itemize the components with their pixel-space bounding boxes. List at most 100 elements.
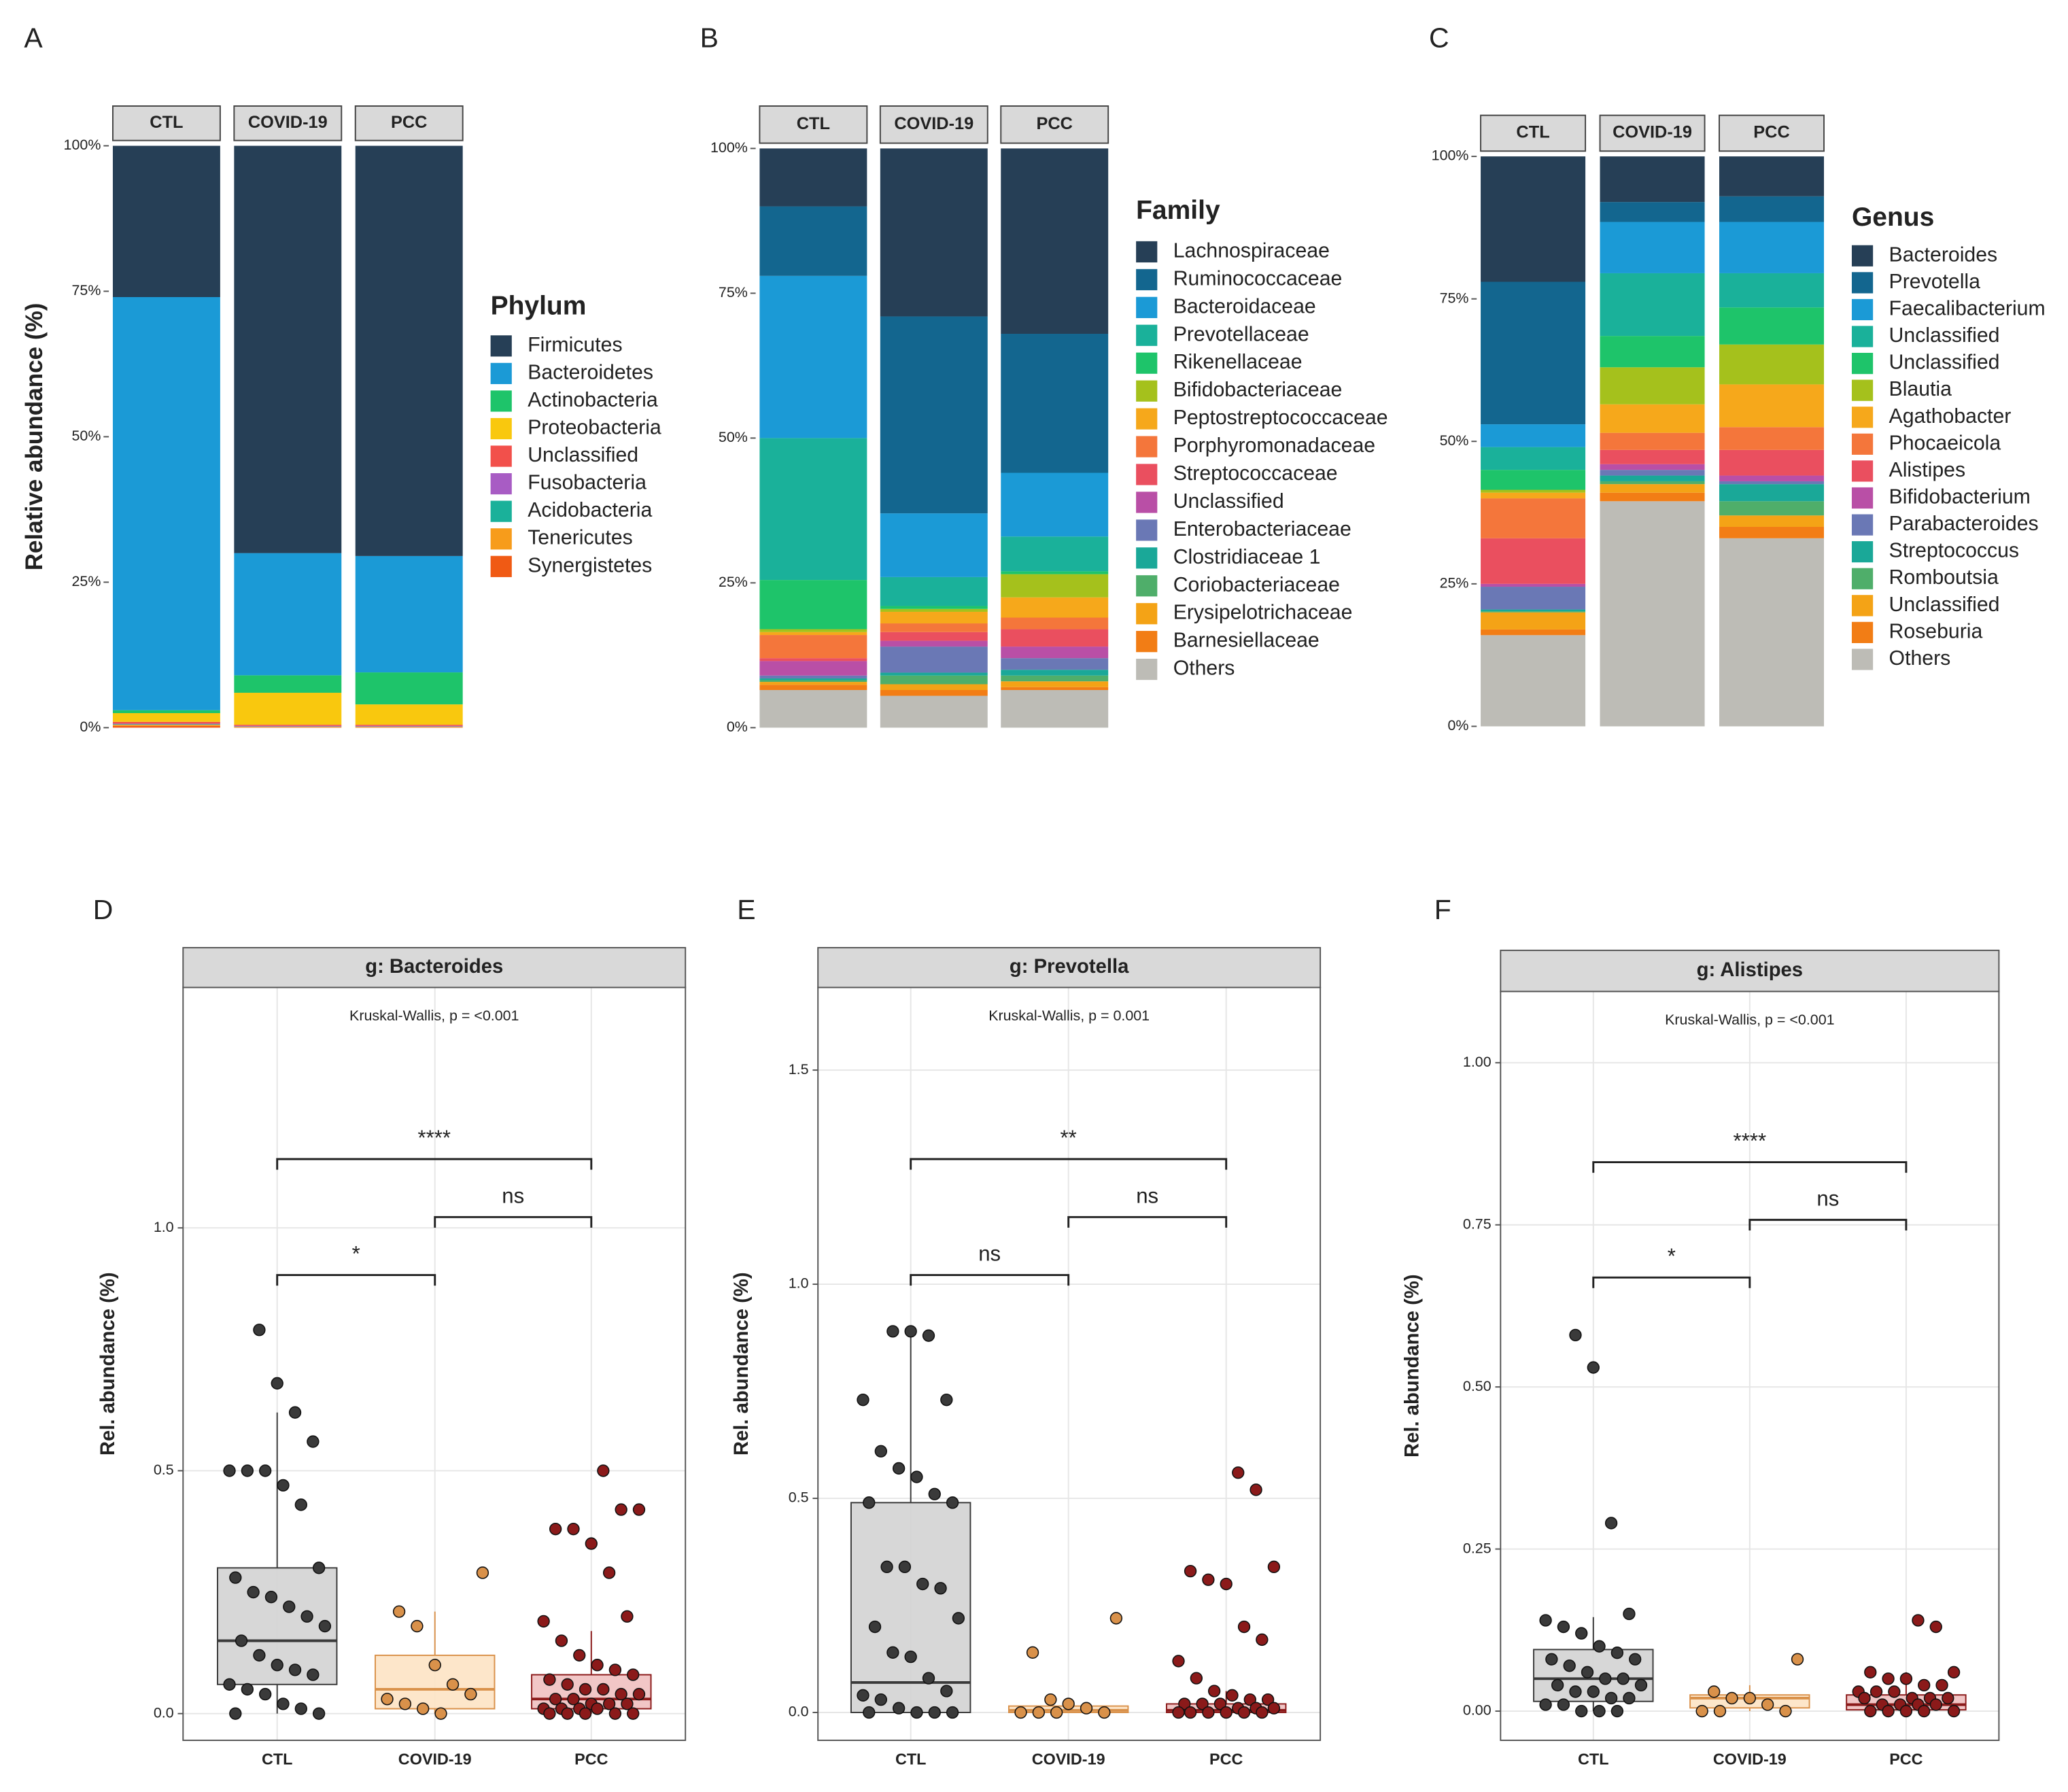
data-point: [1256, 1633, 1269, 1647]
bar-segment: [1001, 617, 1109, 630]
legend-label: Ruminococcaceae: [1173, 267, 1343, 290]
data-point: [1604, 1691, 1618, 1705]
data-point: [1899, 1704, 1913, 1718]
bar-segment: [880, 695, 988, 728]
data-point: [946, 1496, 959, 1509]
facet-title: g: Prevotella: [1010, 956, 1129, 978]
data-point: [1202, 1706, 1215, 1719]
data-point: [940, 1393, 953, 1407]
data-point: [549, 1523, 562, 1536]
legend-label: Actinobacteria: [528, 389, 658, 411]
bar-segment: [1719, 196, 1825, 222]
bar-segment: [1600, 470, 1705, 476]
legend-swatch: [1851, 245, 1874, 266]
legend-label: Porphyromonadaceae: [1173, 434, 1375, 457]
data-point: [1935, 1678, 1948, 1692]
data-point: [476, 1566, 489, 1579]
legend-swatch: [1136, 296, 1158, 318]
facet-label: PCC: [1753, 123, 1789, 142]
x-tick-label: PCC: [1889, 1750, 1923, 1768]
data-point: [857, 1393, 869, 1407]
data-point: [886, 1646, 899, 1659]
significance-label: *: [352, 1242, 360, 1266]
significance-bracket: [910, 1158, 1228, 1170]
data-point: [602, 1566, 616, 1579]
data-point: [253, 1649, 266, 1662]
facet-label: CTL: [797, 114, 830, 133]
bar-segment: [1001, 690, 1109, 728]
bar-segment: [1719, 538, 1825, 727]
bar-segment: [759, 580, 867, 630]
data-point: [283, 1600, 296, 1613]
panel-label: A: [24, 22, 43, 53]
data-point: [259, 1687, 272, 1701]
data-point: [543, 1707, 556, 1720]
legend-label: Bifidobacterium: [1889, 485, 2031, 508]
bar-segment: [1001, 597, 1109, 618]
data-point: [1207, 1685, 1221, 1698]
legend-swatch: [490, 362, 512, 385]
bar-segment: [1481, 612, 1586, 630]
bar-segment: [759, 206, 867, 276]
significance-bracket: [1592, 1276, 1751, 1288]
data-point: [417, 1702, 430, 1715]
facet-title: g: Bacteroides: [365, 956, 503, 978]
bar-segment: [112, 723, 220, 725]
legend-label: Prevotellaceae: [1173, 323, 1309, 345]
data-point: [1539, 1614, 1552, 1627]
y-tick-label: 100%: [1432, 148, 1469, 164]
bar-segment: [759, 675, 867, 678]
data-point: [381, 1693, 394, 1706]
facet-strip: [111, 105, 221, 141]
significance-bracket: [276, 1158, 593, 1170]
data-point: [1623, 1691, 1636, 1705]
panel-label: B: [700, 22, 719, 53]
data-point: [1610, 1704, 1624, 1718]
bar-segment: [880, 690, 988, 696]
bar-segment: [1600, 484, 1705, 493]
bar-segment: [1719, 527, 1825, 538]
data-point: [1250, 1483, 1262, 1496]
legend-label: Unclassified: [1889, 324, 2000, 347]
data-point: [1604, 1517, 1618, 1530]
data-point: [1593, 1640, 1606, 1653]
bar-segment: [1481, 470, 1586, 490]
significance-bracket: [1592, 1161, 1908, 1173]
data-point: [567, 1523, 580, 1536]
legend-swatch: [1851, 298, 1874, 321]
legend-swatch: [1851, 460, 1874, 482]
bar-segment: [1001, 148, 1109, 334]
bar-segment: [1001, 658, 1109, 670]
facet-label: CTL: [150, 113, 183, 132]
legend-swatch: [1136, 519, 1158, 541]
data-point: [271, 1659, 283, 1672]
bar-segment: [1600, 404, 1705, 433]
bar-segment: [1600, 449, 1705, 464]
data-point: [1098, 1706, 1111, 1719]
data-point: [1050, 1706, 1063, 1719]
legend-swatch: [490, 528, 512, 550]
legend-swatch: [1136, 547, 1158, 569]
legend-label: Tenericutes: [528, 527, 633, 549]
data-point: [392, 1605, 406, 1618]
data-point: [1237, 1706, 1251, 1719]
bar-segment: [880, 611, 988, 624]
significance-label: ****: [417, 1126, 451, 1150]
y-tick-label: 0.0: [789, 1704, 809, 1720]
bar-segment: [112, 145, 220, 298]
data-point: [1109, 1612, 1123, 1625]
bar-segment: [1481, 156, 1586, 282]
bar-segment: [759, 658, 867, 661]
data-point: [910, 1470, 923, 1483]
legend-label: Barnesiellaceae: [1173, 630, 1320, 652]
facet-strip: [1500, 949, 2000, 993]
data-point: [300, 1610, 313, 1623]
bar-segment: [880, 684, 988, 691]
bar-segment: [880, 148, 988, 317]
data-point: [910, 1706, 923, 1719]
data-point: [627, 1668, 640, 1681]
y-tick-label: 0.0: [154, 1704, 174, 1721]
bar-segment: [1600, 156, 1705, 203]
legend-swatch: [1136, 575, 1158, 597]
bar-segment: [880, 675, 988, 685]
